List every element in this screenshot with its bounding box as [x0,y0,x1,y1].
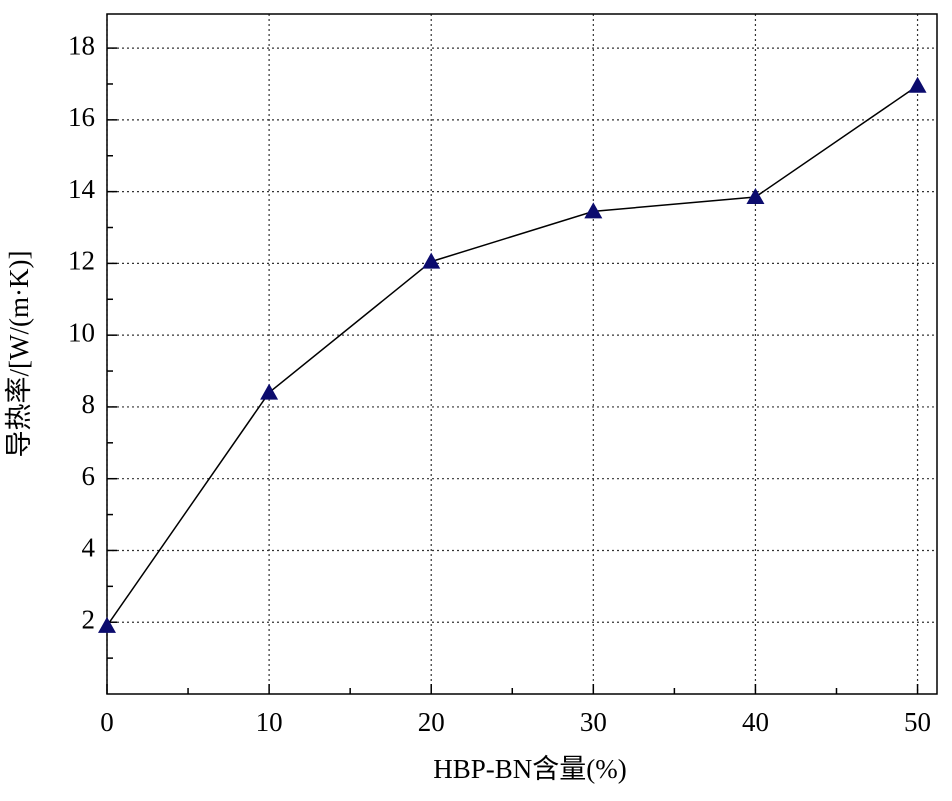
x-tick-label: 30 [580,707,607,737]
y-tick-label: 6 [82,461,96,491]
y-tick-label: 16 [68,102,95,132]
data-marker [908,76,927,93]
y-tick-label: 2 [82,604,96,634]
data-marker [746,188,765,205]
y-tick-label: 12 [68,246,95,276]
y-tick-label: 18 [68,30,95,60]
x-tick-label: 0 [100,707,114,737]
x-tick-label: 50 [904,707,931,737]
y-tick-label: 14 [68,174,96,204]
y-tick-label: 4 [82,533,96,563]
y-axis-label: 导热率/[W/(m·K)] [4,251,34,458]
x-axis-label: HBP-BN含量(%) [433,754,627,784]
y-tick-label: 10 [68,317,95,347]
x-tick-label: 20 [418,707,445,737]
y-tick-label: 8 [82,389,96,419]
x-tick-label: 10 [256,707,283,737]
x-tick-label: 40 [742,707,769,737]
plot-frame [106,13,938,695]
data-marker [98,616,116,633]
data-marker [260,383,279,400]
data-marker [584,202,603,219]
data-line [106,85,918,627]
data-marker [422,252,441,269]
